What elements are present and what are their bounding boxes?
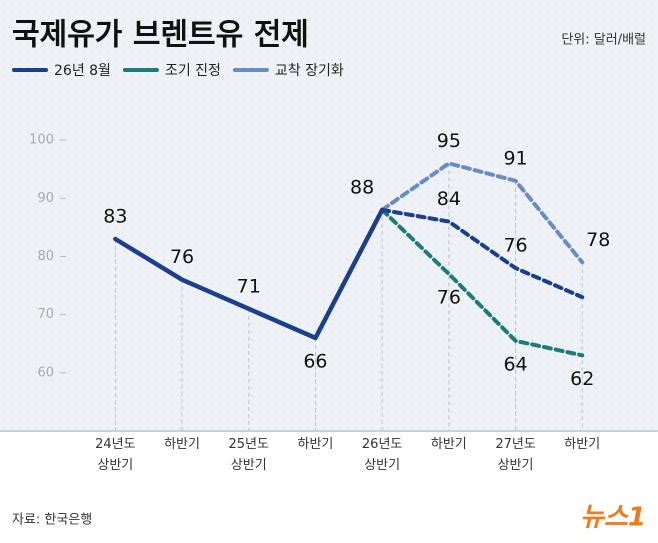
x-tick-line: 상반기 [364, 458, 400, 473]
value-label: 83 [103, 206, 127, 228]
value-label: 66 [303, 350, 327, 372]
x-tick-label: 하반기 [298, 437, 334, 452]
x-tick-line: 상반기 [231, 458, 267, 473]
x-tick-label: 하반기 [431, 437, 467, 452]
line [380, 207, 585, 300]
x-tick-line: 하반기 [164, 437, 200, 452]
x-tick-line: 하반기 [564, 437, 600, 452]
source: 자료: 한국은행 [12, 512, 92, 528]
line [380, 161, 585, 265]
x-tick-line: 상반기 [498, 458, 534, 473]
value-label: 76 [437, 286, 461, 308]
x-tick-line: 상반기 [97, 458, 133, 473]
line [113, 207, 385, 341]
y-tick-label: 100 [29, 133, 54, 148]
x-tick-line: 하반기 [431, 437, 467, 452]
legend-label: 26년 8월 [54, 63, 111, 79]
y-tick-label: 80 [37, 249, 54, 264]
value-label: 71 [237, 275, 261, 297]
value-label: 91 [503, 147, 527, 169]
y-tick-label: 90 [37, 191, 54, 206]
x-tick-line: 하반기 [298, 437, 334, 452]
value-label: 62 [570, 368, 594, 390]
value-label: 84 [437, 188, 461, 210]
value-label: 76 [503, 235, 527, 257]
unit-note: 단위: 달러/배럴 [561, 33, 646, 48]
y-tick-label: 70 [37, 307, 54, 322]
footer-bg [0, 431, 658, 543]
logo: 뉴스1 [580, 503, 646, 533]
value-label: 76 [170, 246, 194, 268]
legend-label: 교착 장기화 [275, 63, 344, 79]
value-label: 78 [586, 229, 610, 251]
x-tick-line: 25년도 [229, 437, 270, 452]
legend-label: 조기 진정 [165, 63, 221, 79]
y-tick-label: 60 [37, 365, 54, 380]
x-tick-line: 27년도 [495, 437, 536, 452]
x-tick-label: 하반기 [164, 437, 200, 452]
value-label: 88 [350, 176, 374, 198]
x-tick-line: 26년도 [362, 437, 403, 452]
x-tick-line: 24년도 [95, 437, 136, 452]
chart-title: 국제유가 브렌트유 전제 [12, 18, 309, 53]
value-label: 95 [437, 130, 461, 152]
x-tick-label: 하반기 [564, 437, 600, 452]
line [380, 207, 585, 358]
value-label: 64 [503, 353, 527, 375]
